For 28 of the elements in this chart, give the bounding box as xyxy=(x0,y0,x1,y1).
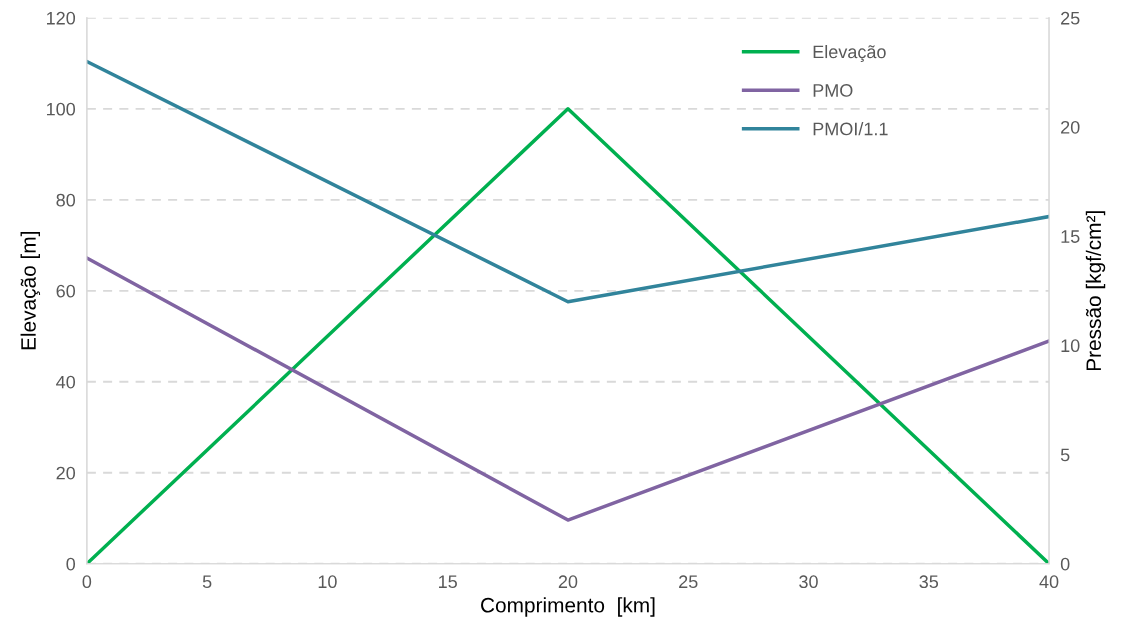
legend-label: PMOI/1.1 xyxy=(813,122,888,136)
y2-tick-label: 20 xyxy=(1061,120,1080,134)
x-tick-label: 20 xyxy=(558,575,578,589)
x-tick-label: 5 xyxy=(202,575,212,589)
y-tick-label: 100 xyxy=(47,102,76,116)
y-tick-label: 40 xyxy=(56,375,76,389)
legend-label: PMO xyxy=(813,84,853,97)
y2-tick-label: 5 xyxy=(1060,448,1070,462)
y-tick-label: 0 xyxy=(66,557,76,571)
y2-tick-label: 15 xyxy=(1061,230,1080,243)
x-axis-title: Comprimento [km] xyxy=(481,597,655,617)
legend-label: Elevação xyxy=(813,45,886,62)
x-tick-label: 15 xyxy=(439,575,457,589)
y-tick-label: 60 xyxy=(56,284,76,298)
x-tick-label: 0 xyxy=(82,575,92,589)
y-tick-label: 120 xyxy=(47,11,76,25)
x-tick-label: 35 xyxy=(919,575,939,589)
x-tick-label: 25 xyxy=(679,575,698,589)
y-axis-title: Elevação [m] xyxy=(20,232,41,350)
x-tick-label: 10 xyxy=(318,575,337,589)
y2-axis-title: Pressão [kgf/cm²] xyxy=(1085,211,1106,371)
y-tick-label: 20 xyxy=(56,466,76,480)
y2-tick-label: 0 xyxy=(1060,557,1070,571)
y2-tick-label: 10 xyxy=(1061,339,1080,353)
y2-tick-label: 25 xyxy=(1061,11,1080,25)
x-tick-label: 40 xyxy=(1039,575,1059,589)
y-tick-label: 80 xyxy=(56,193,76,207)
x-tick-label: 30 xyxy=(799,575,818,589)
